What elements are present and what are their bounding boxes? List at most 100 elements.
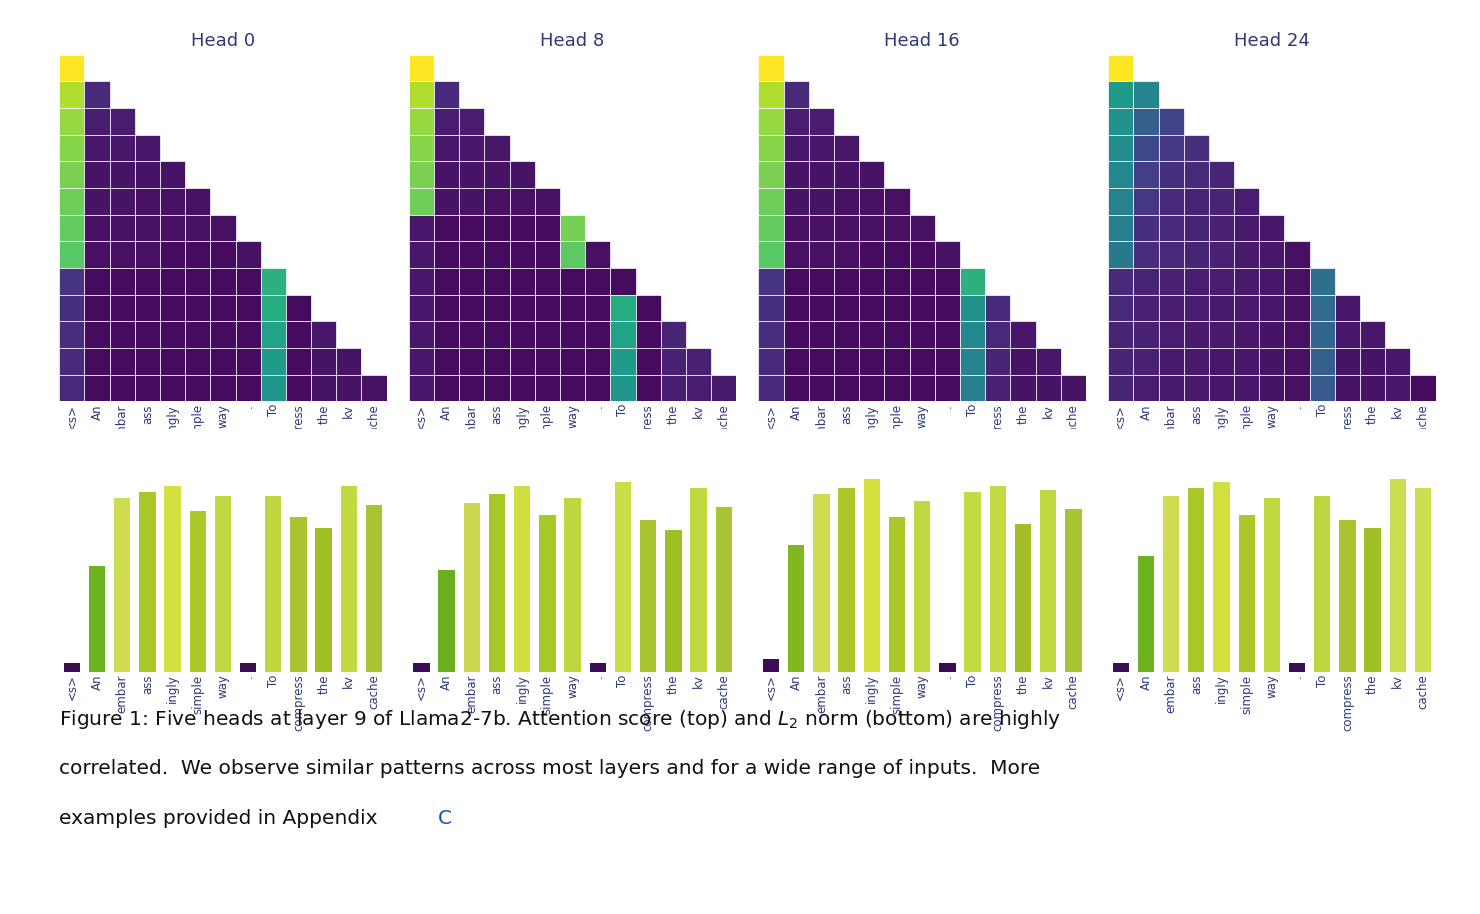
Bar xyxy=(290,517,306,672)
Bar xyxy=(235,322,260,348)
Bar xyxy=(610,268,635,294)
Bar xyxy=(1134,322,1159,348)
Bar xyxy=(110,134,135,162)
Bar xyxy=(1109,294,1134,322)
Bar xyxy=(910,375,935,401)
Bar xyxy=(84,375,110,401)
Bar xyxy=(59,134,84,162)
Bar xyxy=(860,162,885,188)
Bar xyxy=(59,108,84,134)
Bar xyxy=(835,375,860,401)
Bar xyxy=(810,162,835,188)
Bar xyxy=(509,294,534,322)
Bar xyxy=(1134,294,1159,322)
Bar xyxy=(89,566,105,672)
Bar xyxy=(110,215,135,241)
Bar xyxy=(635,322,660,348)
Bar xyxy=(1184,348,1209,375)
Bar xyxy=(408,162,434,188)
Bar xyxy=(210,348,235,375)
Bar xyxy=(810,294,835,322)
Bar xyxy=(260,348,286,375)
Bar xyxy=(235,294,260,322)
Bar xyxy=(885,268,910,294)
Bar xyxy=(1259,294,1285,322)
Bar xyxy=(810,188,835,215)
Bar xyxy=(1209,322,1234,348)
Bar xyxy=(1259,348,1285,375)
Bar xyxy=(1264,498,1280,672)
Bar xyxy=(614,482,630,672)
Bar xyxy=(408,322,434,348)
Bar xyxy=(1209,268,1234,294)
Bar xyxy=(84,188,110,215)
Bar xyxy=(610,294,635,322)
Bar xyxy=(311,348,336,375)
Bar xyxy=(860,215,885,241)
Bar xyxy=(860,348,885,375)
Bar xyxy=(835,162,860,188)
Bar xyxy=(758,294,784,322)
Bar xyxy=(860,375,885,401)
Bar xyxy=(1209,375,1234,401)
Bar xyxy=(910,241,935,268)
Bar xyxy=(139,492,155,672)
Bar xyxy=(1310,322,1335,348)
Bar xyxy=(758,215,784,241)
Bar xyxy=(509,348,534,375)
Bar xyxy=(484,375,509,401)
Bar xyxy=(459,241,484,268)
Bar xyxy=(1184,241,1209,268)
Bar xyxy=(935,241,961,268)
Bar xyxy=(484,134,509,162)
Bar xyxy=(484,294,509,322)
Bar xyxy=(559,375,585,401)
Bar xyxy=(1184,134,1209,162)
Bar xyxy=(1036,375,1061,401)
Bar xyxy=(413,664,429,672)
Bar xyxy=(1285,348,1310,375)
Bar xyxy=(1234,268,1259,294)
Bar xyxy=(408,188,434,215)
Bar xyxy=(135,241,160,268)
Bar xyxy=(1184,268,1209,294)
Bar xyxy=(135,134,160,162)
Bar xyxy=(1109,162,1134,188)
Bar xyxy=(361,375,386,401)
Bar xyxy=(1134,188,1159,215)
Bar xyxy=(1385,375,1410,401)
Bar xyxy=(1184,188,1209,215)
Bar xyxy=(160,375,185,401)
Bar xyxy=(1259,375,1285,401)
Bar xyxy=(1234,375,1259,401)
Bar xyxy=(1285,241,1310,268)
Bar xyxy=(758,268,784,294)
Bar xyxy=(1259,241,1285,268)
Bar xyxy=(210,241,235,268)
Bar xyxy=(210,294,235,322)
Bar xyxy=(1109,348,1134,375)
Bar xyxy=(585,348,610,375)
Bar xyxy=(84,294,110,322)
Bar xyxy=(1310,268,1335,294)
Bar xyxy=(160,215,185,241)
Bar xyxy=(434,322,459,348)
Bar xyxy=(1184,162,1209,188)
Bar xyxy=(1109,322,1134,348)
Bar xyxy=(758,81,784,108)
Bar xyxy=(610,348,635,375)
Bar xyxy=(935,348,961,375)
Bar xyxy=(135,348,160,375)
Bar xyxy=(910,215,935,241)
Bar xyxy=(1310,375,1335,401)
Bar xyxy=(459,294,484,322)
Bar xyxy=(1109,108,1134,134)
Bar xyxy=(1385,348,1410,375)
Bar xyxy=(710,375,737,401)
Bar xyxy=(935,294,961,322)
Bar xyxy=(835,322,860,348)
Bar xyxy=(1184,294,1209,322)
Bar xyxy=(459,375,484,401)
Bar xyxy=(1159,348,1184,375)
Bar xyxy=(961,268,986,294)
